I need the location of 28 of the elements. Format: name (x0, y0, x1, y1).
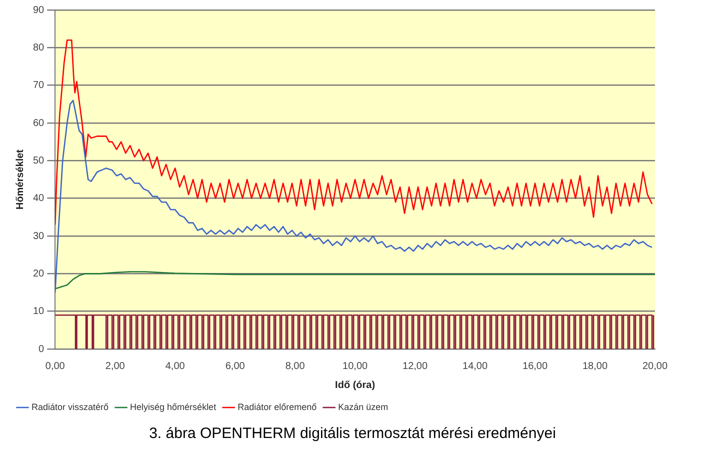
y-tick-label: 0 (38, 344, 45, 355)
y-tick-label: 80 (33, 42, 45, 54)
x-tick-label: 20,00 (642, 360, 668, 372)
y-tick-label: 50 (33, 155, 45, 166)
legend-label: Radiátor előremenő (238, 402, 317, 412)
legend-label: Radiátor visszatérő (32, 402, 109, 412)
x-tick-label: 14,00 (462, 360, 488, 372)
x-tick-label: 4,00 (165, 360, 186, 372)
x-tick-label: 0,00 (45, 360, 66, 372)
y-tick-label: 30 (33, 230, 45, 242)
y-tick-label: 40 (33, 193, 45, 204)
text: 3. ábra OPENTHERM digitális termosztát mérési eredményei (148, 425, 557, 442)
x-tick-label: 8,00 (285, 360, 306, 372)
x-tick-label: 2,00 (105, 360, 126, 372)
legend-label: Kazán üzem (338, 402, 388, 412)
y-tick-label: 20 (33, 268, 45, 280)
y-tick-label: 60 (33, 118, 45, 129)
x-tick-label: 12,00 (402, 360, 428, 372)
x-tick-label: 16,00 (522, 360, 548, 372)
x-tick-label: 6,00 (225, 360, 246, 372)
y-axis-title: Hőmérséklet (14, 148, 26, 210)
y-tick-label: 70 (33, 80, 45, 92)
x-axis-title: Idő (óra) (335, 380, 376, 391)
legend-label: Helyiség hőmérséklet (130, 402, 217, 412)
y-tick-label: 10 (33, 306, 45, 318)
y-tick-label: 90 (33, 4, 45, 16)
x-tick-label: 10,00 (342, 360, 368, 372)
x-tick-label: 18,00 (582, 360, 608, 372)
